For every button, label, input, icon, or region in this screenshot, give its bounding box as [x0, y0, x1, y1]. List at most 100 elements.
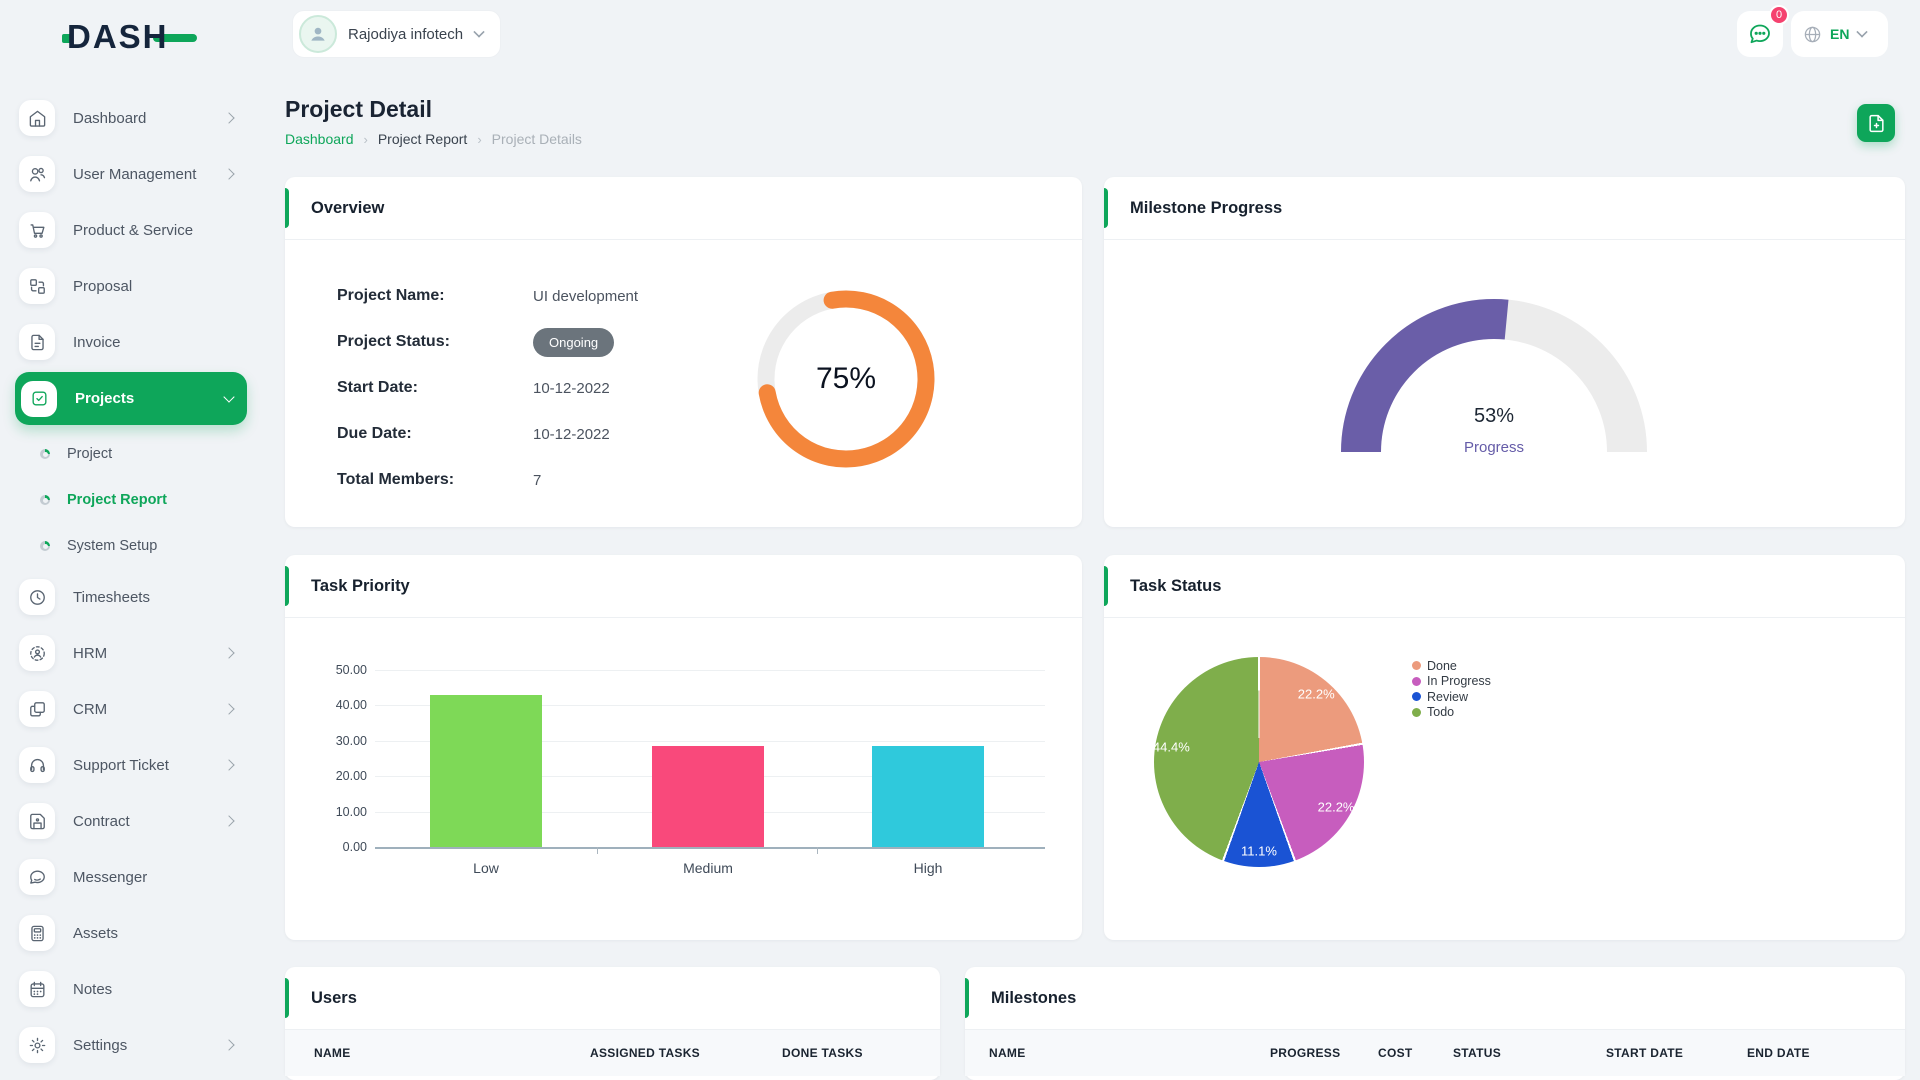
legend-dot	[1412, 707, 1421, 717]
pie-slice-label-in-progress: 22.2%	[1317, 799, 1355, 814]
breadcrumb-item-project-details: Project Details	[491, 131, 582, 147]
calculator-icon	[19, 915, 55, 951]
sidebar-item-label: Settings	[73, 1036, 128, 1054]
workspace-switcher[interactable]: Rajodiya infotech	[292, 10, 502, 58]
home-icon	[19, 100, 55, 136]
copy-icon	[19, 691, 55, 727]
task-priority-card-header: Task Priority	[285, 555, 1082, 618]
field-value: 7	[533, 471, 542, 489]
task-status-card-title: Task Status	[1130, 576, 1222, 595]
sidebar-item-hrm[interactable]: HRM	[15, 633, 247, 673]
chevron-right-icon: ›	[363, 131, 368, 147]
field-label: Due Date:	[337, 425, 412, 442]
x-axis-line	[375, 847, 1045, 849]
sidebar: Dashboard User Management Product & Servic…	[0, 72, 260, 1080]
sidebar-item-crm[interactable]: CRM	[15, 689, 247, 729]
users-card-title: Users	[311, 988, 357, 1007]
bar-high	[872, 745, 984, 847]
bar-low	[430, 695, 542, 847]
sidebar-item-label: Support Ticket	[73, 756, 169, 774]
sidebar-item-timesheets[interactable]: Timesheets	[15, 577, 247, 617]
task-priority-card-title: Task Priority	[311, 576, 410, 595]
sidebar-item-label: Timesheets	[73, 588, 150, 606]
chevron-right-icon	[223, 759, 235, 771]
overview-field-due-date: Due Date: 10-12-2022	[337, 411, 737, 457]
pie-legend: Done In Progress Review Todo	[1412, 658, 1491, 720]
sidebar-subitem-project[interactable]: Project	[0, 431, 260, 477]
legend-dot	[1412, 676, 1421, 686]
chevron-right-icon	[223, 1039, 235, 1051]
overview-fields: Project Name: UI development Project Statu…	[337, 273, 737, 503]
sidebar-item-label: Assets	[73, 924, 119, 942]
file-plus-icon	[1868, 114, 1884, 132]
circle-bullet-icon	[40, 449, 50, 459]
messages-button[interactable]: 0	[1737, 5, 1789, 57]
sidebar-item-label: Messenger	[73, 868, 148, 886]
overview-field-project-name: Project Name: UI development	[337, 273, 737, 319]
sidebar-item-settings[interactable]: Settings	[15, 1025, 247, 1065]
task-status-card-header: Task Status	[1104, 555, 1905, 618]
y-axis-tick-label: 30.00	[335, 733, 367, 748]
proposal-icon	[19, 268, 55, 304]
language-selector[interactable]: EN	[1791, 11, 1888, 57]
sidebar-item-label: Proposal	[73, 277, 133, 295]
pie-slice-label-todo: 44.4%	[1152, 739, 1190, 755]
field-value: 10-12-2022	[533, 425, 610, 443]
breadcrumb-item-project-report[interactable]: Project Report	[377, 131, 468, 147]
sidebar-item-assets[interactable]: Assets	[15, 913, 247, 953]
sidebar-item-proposal[interactable]: Proposal	[15, 266, 247, 306]
cart-icon	[19, 212, 55, 248]
sidebar-item-notes[interactable]: Notes	[15, 969, 247, 1009]
grid-line	[375, 670, 1045, 671]
column-header-assigned-tasks: ASSIGNED TASKS	[590, 1046, 700, 1060]
sidebar-item-messenger[interactable]: Messenger	[15, 857, 247, 897]
field-label: Total Members:	[337, 471, 455, 488]
person-icon	[311, 27, 325, 41]
logo-accent-dash	[152, 34, 197, 42]
sidebar-item-label: CRM	[73, 700, 108, 718]
sidebar-item-contract[interactable]: Contract	[15, 801, 247, 841]
export-button[interactable]	[1857, 104, 1895, 142]
sidebar-submenu-projects: Project Project Report System Setup	[0, 431, 260, 569]
sidebar-item-projects[interactable]: Projects	[15, 372, 247, 425]
sidebar-item-label: Projects	[75, 390, 135, 407]
overview-card-header: Overview	[285, 177, 1082, 240]
sidebar-item-user-management[interactable]: User Management	[15, 154, 247, 194]
legend-item-done: Done	[1412, 658, 1491, 674]
chevron-down-icon	[1856, 26, 1869, 38]
pie-slice-label-review: 11.1%	[1241, 843, 1277, 859]
sidebar-item-dashboard[interactable]: Dashboard	[15, 98, 247, 138]
y-axis-tick-label: 10.00	[335, 804, 367, 819]
column-header-cost: COST	[1378, 1046, 1413, 1060]
milestones-card-title: Milestones	[991, 988, 1077, 1007]
breadcrumb-item-dashboard[interactable]: Dashboard	[285, 131, 354, 147]
overview-card-title: Overview	[311, 198, 385, 217]
y-axis-tick-label: 0.00	[342, 840, 367, 854]
circle-bullet-icon	[40, 541, 50, 551]
legend-dot	[1412, 661, 1421, 671]
sidebar-item-support-ticket[interactable]: Support Ticket	[15, 745, 247, 785]
sidebar-item-invoice[interactable]: Invoice	[15, 322, 247, 362]
milestone-progress-card: Milestone Progress 53% Progress	[1104, 177, 1905, 527]
x-axis-tick	[597, 847, 598, 854]
bar-medium	[652, 745, 764, 847]
user-scan-icon	[19, 635, 55, 671]
donut-center-label: 75%	[815, 362, 877, 395]
sidebar-subitem-project-report[interactable]: Project Report	[0, 477, 260, 523]
field-value: 10-12-2022	[533, 379, 610, 397]
column-header-progress: PROGRESS	[1270, 1046, 1341, 1060]
sidebar-subitem-system-setup[interactable]: System Setup	[0, 523, 260, 569]
check-square-icon	[21, 380, 57, 417]
legend-item-in-progress: In Progress	[1412, 674, 1491, 690]
legend-label: Done	[1427, 658, 1457, 673]
chevron-down-icon	[223, 390, 235, 403]
chevron-right-icon	[223, 647, 235, 659]
sidebar-item-label: HRM	[73, 644, 108, 662]
legend-dot	[1412, 692, 1421, 702]
column-header-name: NAME	[314, 1046, 351, 1060]
sidebar-item-product-service[interactable]: Product & Service	[15, 210, 247, 250]
field-value: UI development	[533, 287, 639, 305]
card-accent-bar	[285, 978, 289, 1018]
legend-label: Todo	[1427, 705, 1455, 720]
logo-accent-dot	[62, 33, 71, 43]
